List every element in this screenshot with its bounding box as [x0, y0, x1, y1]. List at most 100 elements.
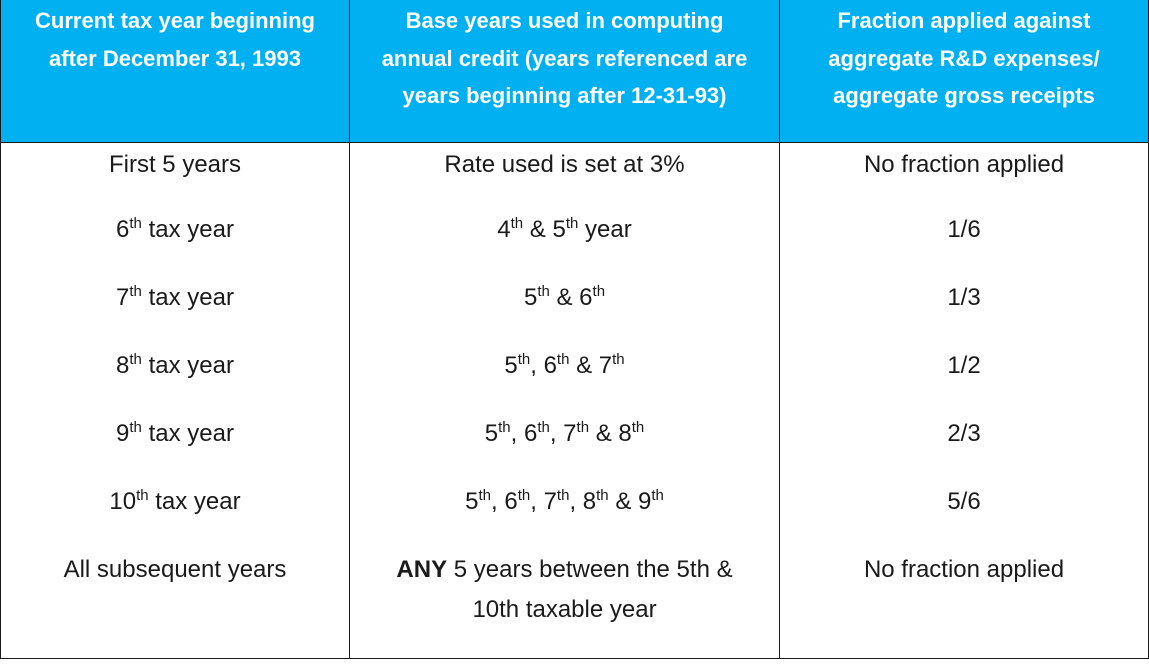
cell-base-years: 4th & 5th year — [349, 210, 780, 278]
ordinal-suffix: th — [537, 419, 550, 436]
cell-fraction: No fraction applied — [779, 550, 1149, 659]
ordinal-suffix: th — [576, 419, 590, 436]
ordinal-number: 5 — [484, 420, 499, 447]
cell-base-years: 5th, 6th, 7th & 8th — [349, 414, 780, 482]
ordinal-suffix: th — [498, 419, 511, 436]
ordinal-number: 5 — [465, 488, 479, 515]
fraction-text: 2/3 — [947, 420, 981, 447]
ordinal-number: 7 — [598, 352, 613, 379]
ordinal-number: 6 — [504, 488, 518, 515]
fraction-text: No fraction applied — [863, 150, 1065, 178]
cell-base-years: ANY 5 years between the 5th & 10th taxab… — [349, 550, 780, 659]
base-years-text: 10th taxable year — [472, 596, 657, 623]
cell-fraction: 2/3 — [779, 414, 1149, 482]
separator: , — [549, 420, 564, 447]
ordinal-suffix: th — [129, 283, 142, 300]
separator: , — [491, 488, 505, 515]
ordinal-number: 8 — [582, 488, 597, 515]
cell-fraction: 5/6 — [779, 482, 1149, 550]
table-row: 9th tax year 5th, 6th, 7th & 8th 2/3 — [0, 414, 1149, 482]
ordinal-suffix: th — [129, 351, 142, 368]
ordinal-suffix: th — [129, 419, 142, 436]
cell-tax-year: 9th tax year — [0, 414, 350, 482]
separator: & — [523, 216, 553, 243]
tax-year-text: tax year — [141, 284, 234, 311]
cell-base-years: 5th, 6th & 7th — [349, 346, 780, 414]
ordinal-number: 6 — [543, 352, 557, 379]
ordinal-number: 9 — [638, 488, 652, 515]
table-row: First 5 years Rate used is set at 3% No … — [0, 142, 1149, 210]
separator: & — [569, 352, 599, 379]
cell-fraction: 1/3 — [779, 278, 1149, 346]
ordinal-number: 7 — [116, 284, 130, 311]
ordinal-suffix: th — [556, 351, 570, 368]
cell-tax-year: 8th tax year — [0, 346, 350, 414]
cell-base-years: 5th, 6th, 7th, 8th & 9th — [349, 482, 780, 550]
table-row: 10th tax year 5th, 6th, 7th, 8th & 9th 5… — [0, 482, 1149, 550]
fraction-text: 1/2 — [947, 352, 981, 379]
ordinal-number: 6 — [116, 216, 130, 243]
ordinal-suffix: th — [129, 215, 142, 232]
ordinal-suffix: th — [592, 283, 606, 300]
tax-year-text: tax year — [141, 420, 234, 447]
tax-year-text: All subsequent years — [63, 556, 287, 583]
fraction-text: 1/6 — [947, 216, 981, 243]
header-line: aggregate gross receipts — [833, 83, 1095, 108]
table-row: 7th tax year 5th & 6th 1/3 — [0, 278, 1149, 346]
fraction-text: 5/6 — [947, 488, 981, 515]
ordinal-suffix: th — [631, 419, 645, 436]
emphasis-text: ANY — [396, 556, 448, 583]
header-line: Fraction applied against — [837, 8, 1091, 33]
header-line: years beginning after 12-31-93) — [402, 83, 727, 108]
separator: , — [530, 352, 544, 379]
table-row: All subsequent years ANY 5 years between… — [0, 550, 1149, 659]
header-line: annual credit (years referenced are — [381, 45, 748, 71]
header-current-tax-year: Current tax year beginning after Decembe… — [0, 0, 350, 143]
cell-tax-year: First 5 years — [0, 142, 350, 210]
header-fraction-applied: Fraction applied against aggregate R&D e… — [779, 0, 1149, 143]
ordinal-number: 8 — [116, 352, 130, 379]
ordinal-suffix: th — [478, 487, 491, 504]
tax-year-text: tax year — [141, 216, 234, 243]
cell-base-years: Rate used is set at 3% — [349, 142, 780, 210]
ordinal-number: 10 — [109, 488, 137, 515]
tax-year-text: First 5 years — [108, 150, 242, 178]
ordinal-suffix: th — [537, 283, 550, 300]
ordinal-number: 7 — [563, 420, 577, 447]
header-base-years: Base years used in computing annual cred… — [349, 0, 780, 143]
cell-tax-year: 10th tax year — [0, 482, 350, 550]
ordinal-number: 4 — [497, 216, 511, 243]
fraction-text: No fraction applied — [863, 556, 1065, 583]
cell-fraction: No fraction applied — [779, 142, 1149, 210]
cell-tax-year: All subsequent years — [0, 550, 350, 659]
base-years-text: Rate used is set at 3% — [444, 150, 685, 178]
separator: , — [510, 420, 524, 447]
ordinal-suffix: th — [517, 351, 531, 368]
separator: & — [549, 284, 580, 311]
header-line: after December 31, 1993 — [49, 45, 301, 71]
cell-tax-year: 7th tax year — [0, 278, 350, 346]
cell-tax-year: 6th tax year — [0, 210, 350, 278]
separator: & — [589, 420, 619, 447]
ordinal-number: 5 — [552, 216, 566, 243]
cell-base-years: 5th & 6th — [349, 278, 780, 346]
ordinal-number: 9 — [116, 420, 130, 447]
ordinal-suffix: th — [565, 215, 579, 232]
separator: , — [569, 488, 583, 515]
ordinal-number: 7 — [543, 488, 557, 515]
ordinal-suffix: th — [136, 487, 149, 504]
ordinal-suffix: th — [612, 351, 625, 368]
tax-year-text: tax year — [141, 352, 234, 379]
separator: year — [578, 216, 632, 243]
fraction-text: 1/3 — [947, 284, 981, 311]
header-line: aggregate R&D expenses/ — [828, 45, 1100, 71]
cell-fraction: 1/6 — [779, 210, 1149, 278]
ordinal-number: 6 — [579, 284, 593, 311]
separator: , — [530, 488, 544, 515]
ordinal-suffix: th — [651, 487, 664, 504]
table-row: 6th tax year 4th & 5th year 1/6 — [0, 210, 1149, 278]
ordinal-number: 5 — [504, 352, 518, 379]
header-row: Current tax year beginning after Decembe… — [0, 0, 1149, 143]
base-years-line: ANY 5 years between the 5th & — [350, 550, 779, 590]
